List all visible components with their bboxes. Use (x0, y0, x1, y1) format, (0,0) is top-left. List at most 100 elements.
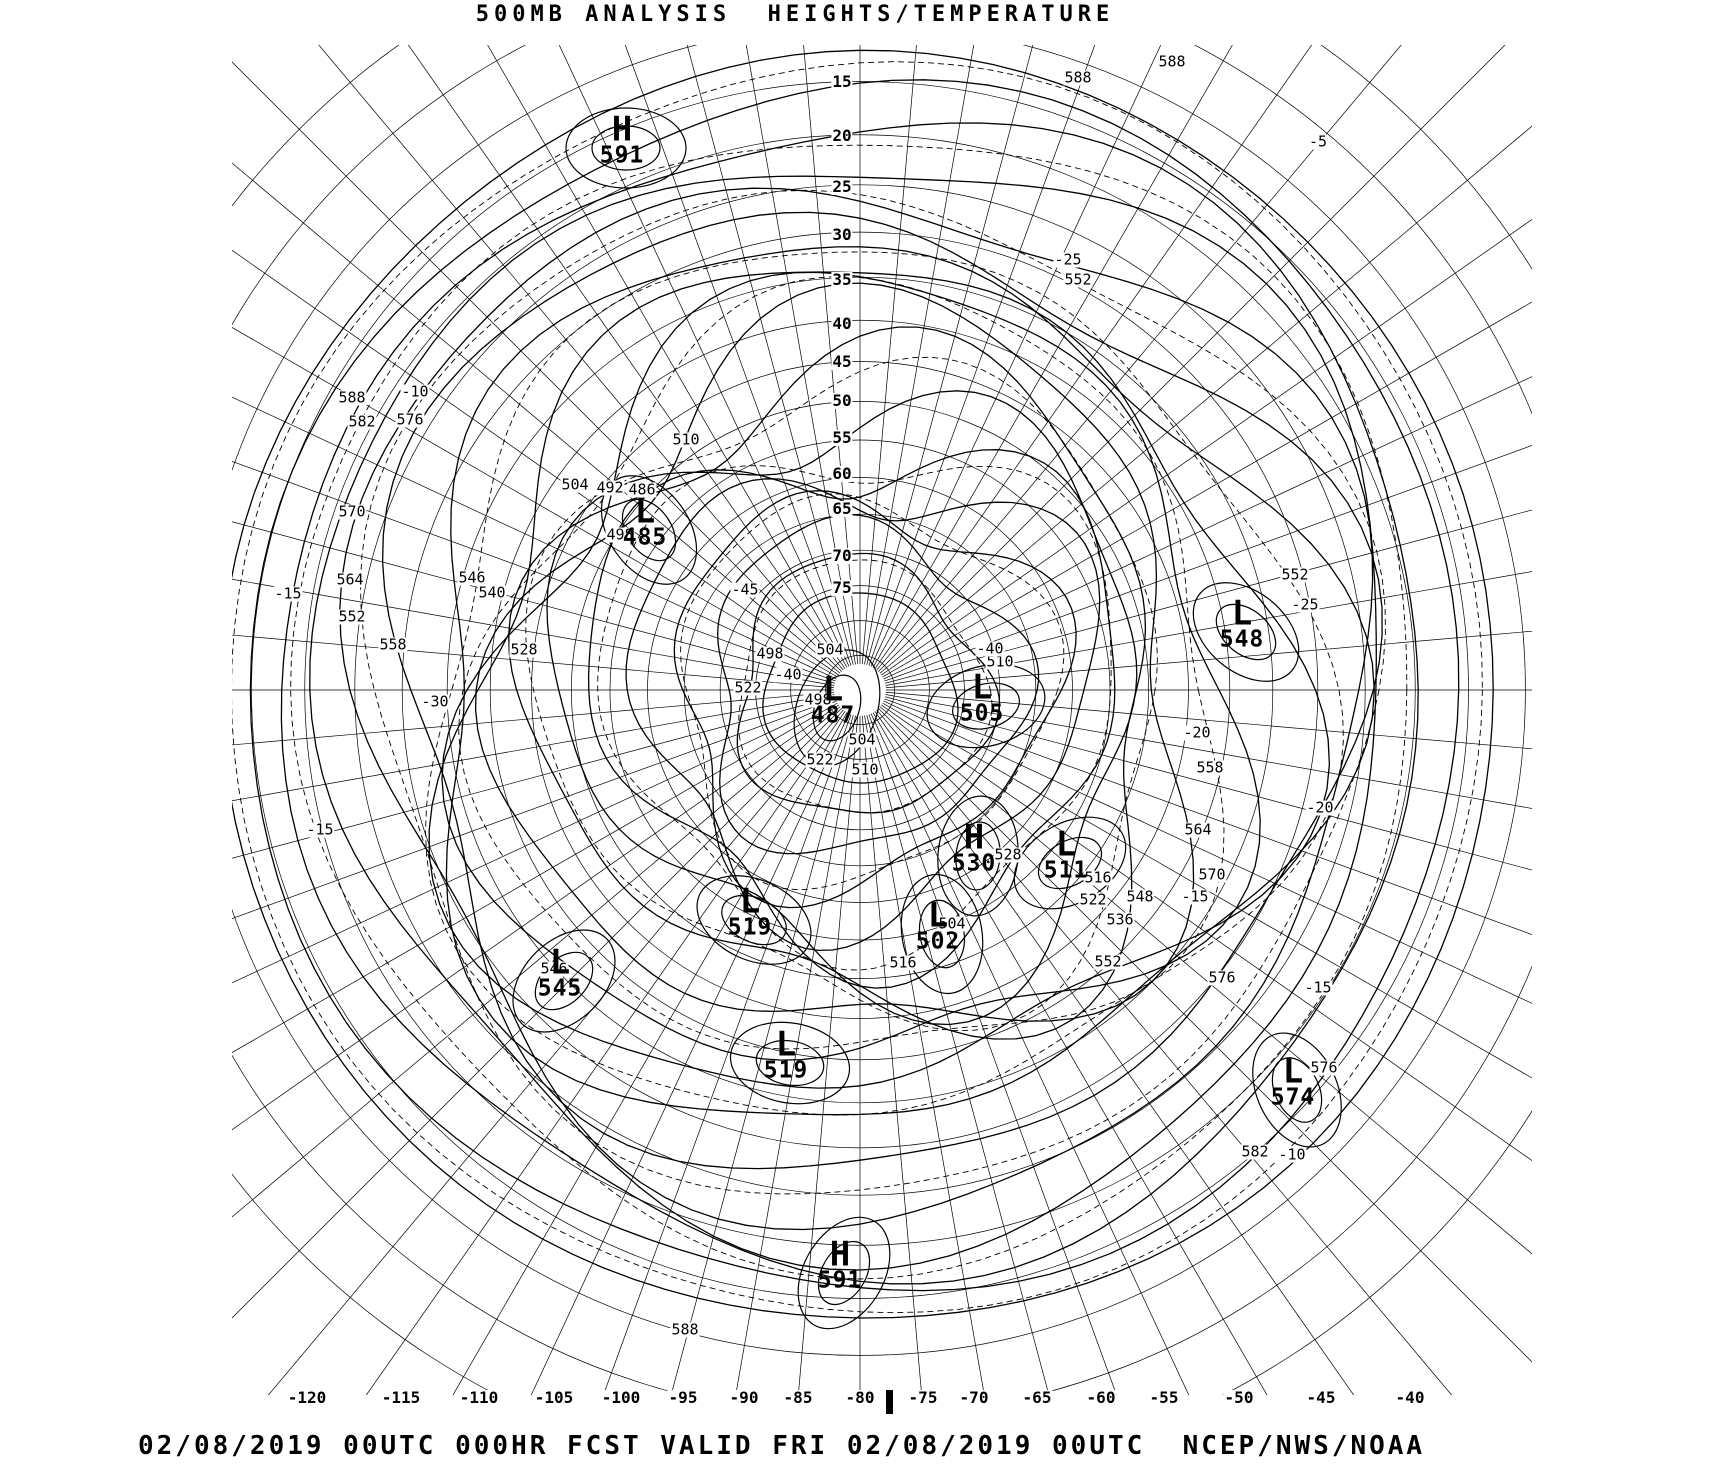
height-contour-label-522: 522 (733, 678, 763, 697)
longitude-label--55: -55 (1148, 1388, 1180, 1407)
pressure-center-L-545: L 545 (538, 942, 583, 1000)
height-contours-group (232, 49, 1494, 1319)
height-contour-label-522: 522 (1078, 890, 1108, 909)
low-center-letter: L (927, 895, 949, 936)
pressure-center-L-519: L 519 (727, 885, 773, 940)
temperature-contour-label--25: -25 (1053, 250, 1083, 269)
temperature-contour-label--20: -20 (1182, 723, 1212, 742)
temperature-contour-label--40: -40 (975, 639, 1005, 658)
height-contour-label-504: 504 (847, 730, 877, 749)
center-height-value: 519 (727, 913, 773, 940)
height-contour-label-576: 576 (1207, 968, 1237, 987)
height-contour-label-558: 558 (1195, 758, 1225, 777)
high-center-letter: H (829, 1234, 851, 1275)
temperature-contour-label--5: -5 (1307, 132, 1329, 151)
height-contour-label-588: 588 (670, 1320, 700, 1339)
height-contour-label-486: 486 (627, 480, 657, 499)
height-contour-label-570: 570 (1197, 865, 1227, 884)
bottom-axis-tick (886, 1390, 893, 1414)
height-contour-label-552: 552 (1093, 952, 1123, 971)
height-contour-label-516: 516 (888, 953, 918, 972)
longitude-label--115: -115 (380, 1388, 422, 1407)
longitude-label--70: -70 (958, 1388, 990, 1407)
pressure-center-L-487: L 487 (811, 669, 856, 727)
pressure-center-H-591: H 591 (599, 109, 645, 168)
height-contour-label-552: 552 (1063, 270, 1093, 289)
pressure-center-L-519: L 519 (764, 1024, 809, 1082)
height-contour-label-516: 516 (1083, 868, 1113, 887)
temperature-contour-label--40: -40 (773, 665, 803, 684)
height-contour-label-546: 546 (457, 568, 487, 587)
low-center-letter: L (822, 669, 844, 710)
low-center-letter: L (549, 942, 571, 983)
pressure-center-H-591: H 591 (817, 1234, 863, 1293)
height-contour-label-498: 498 (605, 525, 635, 544)
low-center-letter: L (775, 1024, 797, 1065)
low-center-letter: L (971, 667, 993, 708)
pressure-center-L-574: L 574 (1271, 1051, 1316, 1109)
high-center-letter: H (611, 109, 633, 150)
center-height-value: 591 (599, 141, 645, 168)
pressure-center-L-511: L 511 (1043, 828, 1089, 883)
height-contour-label-564: 564 (1183, 820, 1213, 839)
height-contour-label-546: 546 (539, 959, 569, 978)
longitude-label--85: -85 (782, 1388, 814, 1407)
height-contour-label-492: 492 (595, 478, 625, 497)
longitude-label--100: -100 (600, 1388, 642, 1407)
height-contour-label-528: 528 (509, 640, 539, 659)
temperature-contour-label--10: -10 (1277, 1145, 1307, 1164)
center-height-value: 591 (817, 1266, 863, 1293)
longitude-label--105: -105 (533, 1388, 575, 1407)
latitude-label-75: 75 (831, 578, 853, 597)
temperature-contour-label--45: -45 (730, 580, 760, 599)
height-contour-label-504: 504 (815, 640, 845, 659)
latitude-label-35: 35 (831, 270, 853, 289)
height-contour-label-552: 552 (337, 607, 367, 626)
forecast-valid-footer: 02/08/2019 00UTC 000HR FCST VALID FRI 02… (138, 1431, 1426, 1461)
low-center-letter: L (1282, 1051, 1304, 1092)
pressure-center-L-505: L 505 (959, 667, 1005, 726)
longitude-label--75: -75 (907, 1388, 939, 1407)
longitude-label--60: -60 (1085, 1388, 1117, 1407)
temperature-contours-group (232, 61, 1483, 1314)
height-contour-label-588: 588 (337, 388, 367, 407)
latitude-label-50: 50 (831, 391, 853, 410)
temperature-contour-label--15: -15 (1180, 887, 1210, 906)
height-contour-label-498: 498 (803, 690, 833, 709)
height-contour-label-510: 510 (985, 652, 1015, 671)
latitude-label-15: 15 (831, 72, 853, 91)
height-contour-label-510: 510 (850, 760, 880, 779)
height-contour-label-564: 564 (335, 570, 365, 589)
longitude-label--120: -120 (286, 1388, 328, 1407)
latitude-label-40: 40 (831, 314, 853, 333)
latitude-label-45: 45 (831, 352, 853, 371)
longitude-label--110: -110 (458, 1388, 500, 1407)
temperature-contour-label--10: -10 (400, 382, 430, 401)
temperature-contour-label--30: -30 (420, 692, 450, 711)
temperature-contour-label--15: -15 (273, 584, 303, 603)
height-contour-label-582: 582 (347, 412, 377, 431)
height-contour-label-570: 570 (337, 502, 367, 521)
center-height-value: 511 (1043, 856, 1089, 883)
longitude-label--40: -40 (1394, 1388, 1426, 1407)
height-contour-label-588: 588 (1157, 52, 1187, 71)
latitude-label-30: 30 (831, 225, 853, 244)
height-contour-label-540: 540 (477, 583, 507, 602)
height-contour-label-558: 558 (378, 635, 408, 654)
height-contour-label-504: 504 (560, 475, 590, 494)
latitude-label-55: 55 (831, 428, 853, 447)
low-center-letter: L (634, 491, 656, 532)
latitude-label-25: 25 (831, 177, 853, 196)
latitude-label-65: 65 (831, 499, 853, 518)
center-height-value: 505 (959, 699, 1005, 726)
height-contour-label-510: 510 (671, 430, 701, 449)
height-contour-label-498: 498 (755, 644, 785, 663)
high-center-letter: H (963, 817, 985, 858)
pressure-center-L-485: L 485 (623, 491, 668, 549)
low-center-letter: L (1231, 593, 1253, 634)
longitude-label--45: -45 (1305, 1388, 1337, 1407)
center-height-value: 530 (951, 849, 997, 876)
